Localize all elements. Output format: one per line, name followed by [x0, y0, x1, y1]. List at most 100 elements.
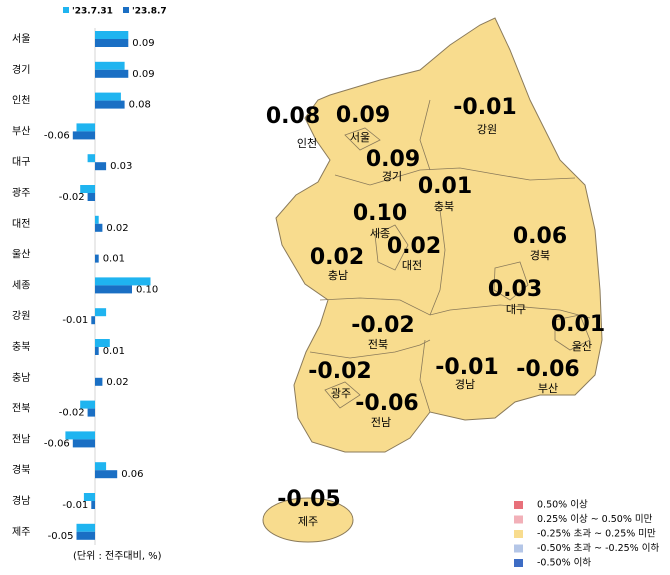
- legend-label: '23.7.31: [72, 7, 113, 17]
- map-legend-label: -0.50% 이하: [537, 557, 591, 569]
- map-legend-swatch: [514, 544, 523, 553]
- data-label: -0.06: [44, 438, 70, 449]
- data-label: 0.08: [129, 100, 151, 111]
- map-legend-label: -0.50% 초과 ~ -0.25% 이하: [537, 542, 659, 554]
- map-region: 충남: [328, 269, 348, 282]
- y-tick-label: 전남: [12, 433, 30, 445]
- map-value: -0.02: [351, 313, 414, 338]
- map-value: 0.06: [513, 224, 567, 249]
- data-label: 0.01: [103, 346, 125, 357]
- map-region: 인천: [297, 136, 317, 150]
- map-legend-swatch: [514, 530, 523, 538]
- bar: [95, 31, 129, 39]
- map-value: 0.09: [366, 147, 420, 172]
- bar: [95, 92, 121, 101]
- map-region: 서울: [350, 131, 370, 144]
- map-value: 0.09: [336, 103, 390, 128]
- map-region: 경남: [455, 378, 475, 391]
- map-value: -0.06: [516, 357, 579, 382]
- map-region: 대전: [402, 259, 422, 272]
- map: [262, 17, 603, 543]
- y-tick-label: 서울: [12, 33, 30, 45]
- bar: [87, 408, 95, 417]
- map-value: 0.01: [551, 312, 605, 337]
- y-tick-label: 세종: [12, 279, 30, 291]
- bar: [95, 277, 151, 286]
- map-legend-swatch: [514, 515, 523, 524]
- data-label: -0.02: [59, 408, 85, 419]
- map-legend-swatch: [514, 501, 523, 509]
- bar: [95, 285, 132, 294]
- map-region: 광주: [331, 387, 351, 400]
- y-tick-label: 부산: [12, 125, 30, 137]
- y-tick-label: 제주: [12, 526, 30, 538]
- bar: [87, 154, 95, 163]
- bar: [80, 400, 95, 409]
- map-value: 0.10: [353, 201, 407, 226]
- bar: [95, 69, 129, 78]
- bar: [83, 493, 95, 501]
- y-tick-label: 대전: [12, 218, 30, 230]
- map-region: 전북: [368, 338, 388, 351]
- map-region: 강원: [477, 123, 497, 136]
- map-region: 세종: [370, 227, 390, 240]
- map-value: 0.02: [310, 245, 364, 270]
- data-label: 0.09: [132, 69, 154, 80]
- map-island: [262, 497, 354, 543]
- bar: [95, 347, 99, 355]
- map-value: -0.01: [435, 355, 498, 380]
- data-label: 0.01: [103, 254, 125, 265]
- legend-label: '23.8.7: [132, 7, 167, 17]
- data-label: -0.02: [59, 192, 85, 203]
- y-tick-label: 경북: [12, 463, 30, 476]
- bar: [95, 215, 99, 224]
- bar: [95, 61, 125, 70]
- map-legend-label: 0.25% 이상 ~ 0.50% 미만: [537, 514, 653, 525]
- bar: [76, 523, 95, 532]
- bar: [80, 185, 95, 193]
- map-region: 제주: [298, 515, 318, 528]
- map-value: -0.06: [355, 391, 418, 416]
- data-label: -0.01: [62, 315, 88, 326]
- map-region: 경북: [530, 249, 550, 262]
- map-value: 0.01: [418, 174, 472, 199]
- y-tick-label: 경기: [12, 63, 30, 76]
- map-value: 0.02: [387, 234, 441, 259]
- bar: [95, 162, 107, 171]
- map-value: 0.03: [488, 277, 542, 302]
- bar: [65, 431, 95, 440]
- y-tick-label: 경남: [12, 494, 30, 507]
- bar: [95, 223, 103, 232]
- map-value: -0.02: [308, 359, 371, 384]
- y-tick-label: 울산: [12, 249, 30, 261]
- map-legend-label: -0.25% 초과 ~ 0.25% 미만: [537, 529, 656, 540]
- data-label: -0.05: [48, 531, 74, 542]
- y-tick-label: 광주: [12, 187, 30, 199]
- data-label: 0.03: [110, 161, 132, 172]
- bar: [91, 501, 95, 509]
- map-region: 부산: [538, 382, 558, 395]
- bar: [76, 123, 95, 132]
- map-legend-label: 0.50% 이상: [537, 500, 588, 511]
- bar: [95, 470, 118, 479]
- bar: [87, 193, 95, 201]
- data-label: 0.02: [106, 377, 128, 388]
- data-label: 0.06: [121, 469, 143, 480]
- map-region: 대구: [506, 303, 526, 316]
- unit-note: (단위 : 전주대비, %): [73, 549, 162, 562]
- map-region: 경기: [382, 170, 402, 183]
- y-tick-label: 충남: [12, 372, 30, 384]
- legend-swatch: [123, 7, 129, 13]
- bar: [76, 531, 95, 540]
- bar: [95, 462, 107, 471]
- y-tick-label: 강원: [12, 310, 30, 322]
- bar: [95, 339, 110, 347]
- map-region: 울산: [572, 340, 592, 353]
- map-value: -0.05: [277, 487, 340, 512]
- bar: [91, 316, 95, 325]
- y-tick-label: 인천: [12, 95, 30, 107]
- legend-swatch: [63, 7, 69, 13]
- data-label: -0.01: [62, 500, 88, 511]
- map-legend-swatch: [514, 559, 523, 567]
